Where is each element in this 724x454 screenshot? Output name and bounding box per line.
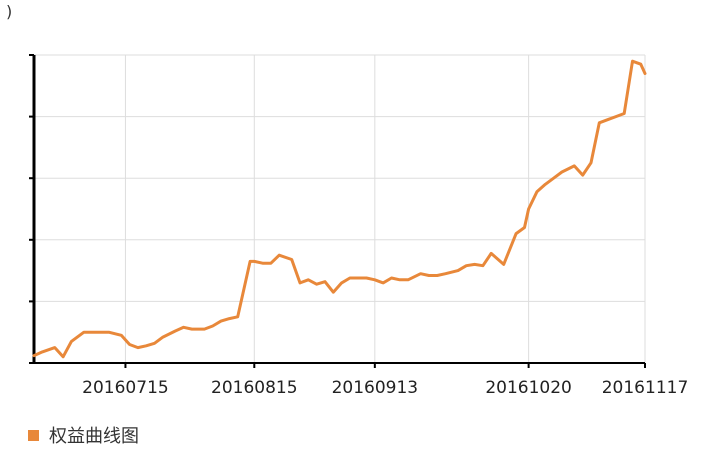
- legend-label: 权益曲线图: [49, 426, 139, 447]
- x-tick-label: 20161117: [602, 378, 689, 398]
- grid-lines: [34, 54, 646, 364]
- axes: [32, 55, 645, 364]
- x-tick-label: 20160913: [332, 378, 419, 398]
- series-line-equity: [32, 59, 647, 359]
- x-tick-label: 20161020: [485, 378, 572, 398]
- x-tick-label: 20160815: [211, 378, 298, 398]
- y-axis-unit-label: ): [6, 2, 13, 21]
- legend-swatch: [28, 429, 39, 441]
- x-ticks: 20160715 20160815 20160913 20161020 20161117: [82, 363, 688, 398]
- legend: 权益曲线图: [28, 422, 139, 448]
- x-tick-label: 20160715: [82, 378, 169, 398]
- y-ticks: [29, 54, 34, 364]
